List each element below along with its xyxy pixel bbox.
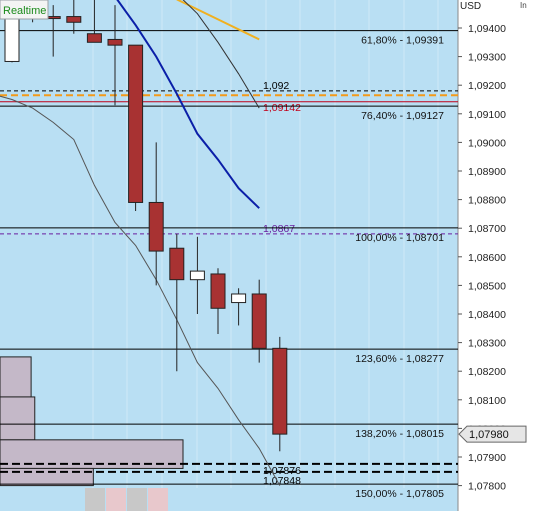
axis-tick-label: 1,07900 (468, 452, 506, 464)
candle-body (189, 270, 205, 281)
level-label: 1,092 (263, 80, 289, 92)
fib-label: 100,00% - 1,08701 (355, 232, 444, 244)
axis-tick-label: 1,08400 (468, 309, 506, 321)
axis-tick-label: 1,08600 (468, 252, 506, 264)
candle-body (272, 347, 288, 435)
level-label: 1,09142 (263, 102, 301, 114)
time-strip-cell (148, 488, 168, 511)
volume-bar (0, 356, 32, 398)
volume-bar (0, 396, 36, 441)
candles (4, 0, 288, 452)
axis-tick-label: 1,08200 (468, 366, 506, 378)
candle-body (86, 33, 102, 43)
currency-label: USD (460, 1, 481, 12)
moving-average-line (176, 0, 260, 41)
last-price-box (458, 425, 527, 443)
time-strip-cell (127, 488, 147, 511)
realtime-badge-label: Realtime (3, 5, 46, 17)
moving-averages (0, 0, 281, 486)
fib-label: 76,40% - 1,09127 (361, 110, 444, 122)
moving-average-line (0, 95, 281, 486)
corner-mark[interactable]: In (520, 1, 527, 10)
fib-label: 150,00% - 1,07805 (355, 488, 444, 500)
volume-bar (0, 467, 94, 487)
chart-background (0, 0, 458, 511)
axis-tick-label: 1,08800 (468, 195, 506, 207)
price-axis: 1,09400 1,09300 1,09200 1,09100 1,09000 1,089… (458, 23, 527, 493)
candle-body (148, 201, 164, 252)
axis-tick-label: 1,08500 (468, 280, 506, 292)
axis-tick-label: 1,07800 (468, 481, 506, 493)
level-label: 1,07848 (263, 475, 301, 487)
candle-body (169, 247, 185, 281)
axis-tick-label: 1,08100 (468, 395, 506, 407)
fib-label: 138,20% - 1,08015 (355, 428, 444, 440)
fib-label: 123,60% - 1,08277 (355, 353, 444, 365)
fib-label: 61,80% - 1,09391 (361, 35, 444, 47)
fibonacci-levels: 61,80% - 1,09391 76,40% - 1,09127 100,00% … (0, 30, 458, 500)
time-strip (85, 488, 168, 511)
candle-body (251, 293, 267, 349)
time-strip-cell (106, 488, 126, 511)
candle-body (107, 38, 123, 46)
axis-tick-label: 1,08900 (468, 166, 506, 178)
moving-average-line (116, 0, 260, 209)
candle-body (66, 16, 82, 23)
last-price-label: 1,07980 (469, 429, 509, 441)
axis-tick-label: 1,09400 (468, 23, 506, 35)
axis-tick-label: 1,09200 (468, 80, 506, 92)
grid (92, 0, 439, 488)
candle-body (210, 273, 226, 309)
candle-body (231, 293, 247, 304)
moving-average-line (182, 0, 260, 109)
axis-tick-label: 1,09000 (468, 137, 506, 149)
level-label: 1,07876 (263, 465, 301, 477)
candle-body (128, 44, 144, 203)
axis-tick-label: 1,09100 (468, 109, 506, 121)
realtime-badge-box (0, 0, 49, 20)
axis-tick-label: 1,09300 (468, 52, 506, 64)
time-strip-cell (85, 488, 105, 511)
realtime-badge[interactable]: Realtime (0, 0, 49, 20)
level-label: 1,0867 (263, 223, 295, 235)
axis-tick-label: 1,08700 (468, 223, 506, 235)
axis-tick-label: 1,08300 (468, 338, 506, 350)
